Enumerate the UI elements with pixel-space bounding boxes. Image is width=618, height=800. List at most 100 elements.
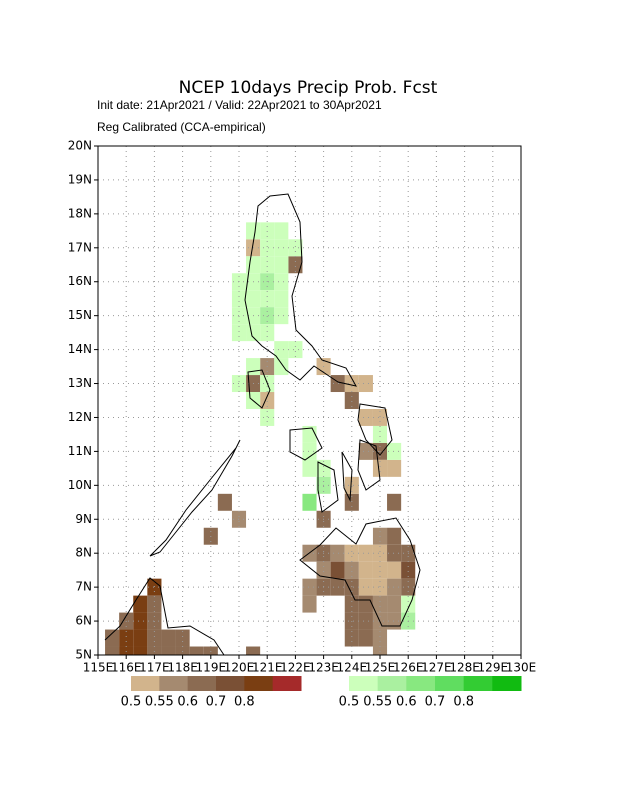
dry-level-label: 0.7 (206, 695, 227, 710)
wet-level-label: 0.7 (425, 695, 446, 710)
lat-tick-label: 17N (68, 240, 92, 254)
wet-cell (274, 358, 289, 376)
dry-cell (372, 408, 388, 426)
wet-cell (274, 239, 289, 257)
dry-cell (246, 646, 261, 655)
wet-level-label: 0.5 (339, 695, 360, 710)
lat-tick-label: 9N (75, 512, 92, 526)
wet-cell (260, 239, 275, 257)
dry-cell (133, 595, 148, 613)
dry-cell (387, 595, 402, 613)
dry-cell (358, 544, 373, 562)
dry-cell (358, 595, 373, 613)
lat-tick-label: 8N (75, 546, 92, 560)
dry-cell (387, 578, 402, 596)
subtitle: Init date: 21Apr2021 / Valid: 22Apr2021 … (97, 98, 382, 112)
dry-cell (344, 493, 359, 511)
coast-palawan (149, 439, 241, 557)
dry-cell (105, 646, 120, 655)
dry-cell (372, 561, 388, 579)
dry-cell (288, 256, 303, 274)
lat-tick-label: 10N (68, 478, 92, 492)
lat-tick-label: 14N (68, 342, 92, 356)
wet-cell (246, 290, 261, 308)
lon-tick-label: 125E (365, 661, 396, 675)
coast-mindoro (247, 369, 271, 409)
dry-level-label: 0.8 (234, 695, 255, 710)
wet-cell (274, 341, 289, 359)
lon-tick-label: 123E (308, 661, 339, 675)
dry-swatch (131, 676, 160, 691)
dry-cell (330, 561, 345, 579)
dry-cell (330, 544, 345, 562)
lon-tick-label: 124E (337, 661, 368, 675)
dry-cell (344, 595, 359, 613)
lat-tick-label: 15N (68, 308, 92, 322)
dry-cell (344, 629, 359, 647)
dry-swatch (244, 676, 274, 691)
dry-cell (372, 595, 388, 613)
lat-tick-label: 6N (75, 614, 92, 628)
dry-cell (330, 578, 345, 596)
dry-cell (372, 578, 388, 596)
wet-cell (274, 290, 289, 308)
dry-cell (344, 544, 359, 562)
dry-cell (344, 392, 359, 409)
lat-tick-label: 12N (68, 410, 92, 424)
dry-cell (372, 544, 388, 562)
lon-tick-label: 128E (449, 661, 480, 675)
wet-cell (302, 493, 317, 511)
wet-cell (316, 459, 331, 477)
lon-tick-label: 127E (421, 661, 452, 675)
lat-tick-label: 13N (68, 376, 92, 390)
dry-cell (387, 561, 402, 579)
dry-level-label: 0.5 (121, 695, 142, 710)
wet-swatch (406, 676, 436, 691)
dry-swatch (159, 676, 189, 691)
dry-cell (372, 629, 388, 647)
lat-tick-label: 20N (68, 139, 92, 153)
title: NCEP 10days Precip Prob. Fcst (179, 78, 438, 98)
lon-tick-label: 116E (111, 661, 142, 675)
lon-tick-label: 122E (280, 661, 311, 675)
wet-cell (260, 307, 275, 325)
wet-cell (274, 307, 289, 325)
wet-level-label: 0.8 (453, 695, 474, 710)
dry-cell (372, 646, 388, 655)
dry-cell (344, 561, 359, 579)
dry-cell (358, 561, 373, 579)
wet-cell (288, 341, 303, 359)
cells (105, 222, 416, 655)
lon-tick-label: 119E (196, 661, 227, 675)
dry-cell (203, 646, 218, 655)
lon-tick-label: 121E (252, 661, 283, 675)
coast-negros (317, 461, 339, 513)
dry-cell (387, 527, 402, 545)
wet-cell (274, 222, 289, 240)
dry-cell (358, 375, 373, 393)
coast-luzon (244, 193, 357, 387)
dry-cell (302, 578, 317, 596)
coast-samar (357, 403, 393, 456)
axes: 115E116E117E118E119E120E121E122E123E124E… (68, 139, 537, 675)
dry-level-label: 0.55 (145, 695, 174, 710)
dry-cell (358, 612, 373, 630)
dry-cell (344, 375, 359, 393)
dry-swatch (187, 676, 217, 691)
wet-cell (246, 324, 261, 342)
dry-cell (119, 646, 134, 655)
lon-tick-label: 115E (83, 661, 114, 675)
dry-cell (189, 646, 204, 655)
lat-tick-label: 16N (68, 274, 92, 288)
wet-cell (372, 425, 388, 443)
dry-cell (133, 646, 148, 655)
coast-panay (289, 427, 323, 461)
wet-cell (274, 273, 289, 291)
wet-cell (302, 459, 317, 477)
lat-tick-label: 5N (75, 648, 92, 662)
dry-cell (401, 561, 416, 579)
dry-cell (175, 646, 190, 655)
wet-cell (288, 239, 303, 257)
dry-cell (387, 544, 402, 562)
